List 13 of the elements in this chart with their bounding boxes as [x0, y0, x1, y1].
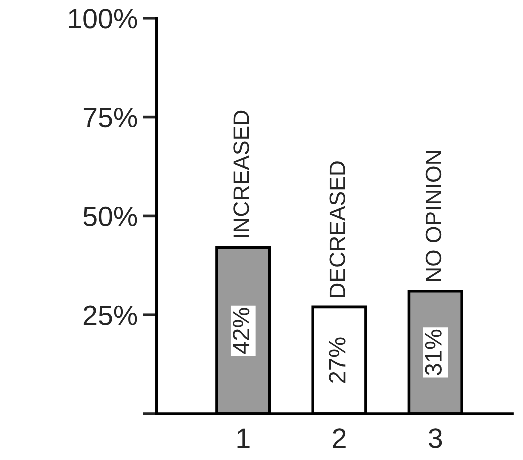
y-tick-label: 25%: [84, 306, 138, 326]
annotation: NO OPINION: [426, 152, 442, 282]
data-label: 42%: [233, 308, 250, 354]
data-label: 31%: [425, 330, 442, 376]
x-tick-label: 1: [238, 428, 250, 448]
annotation: INCREASED: [234, 110, 250, 238]
y-tick-label: 100%: [69, 9, 138, 29]
x-tick-label: 3: [428, 428, 442, 448]
data-label: 27%: [329, 338, 346, 384]
y-tick-label: 50%: [84, 206, 138, 227]
annotation: DECREASED: [330, 162, 346, 298]
y-tick-label: 75%: [84, 108, 138, 128]
x-tick-label: 2: [333, 428, 346, 448]
